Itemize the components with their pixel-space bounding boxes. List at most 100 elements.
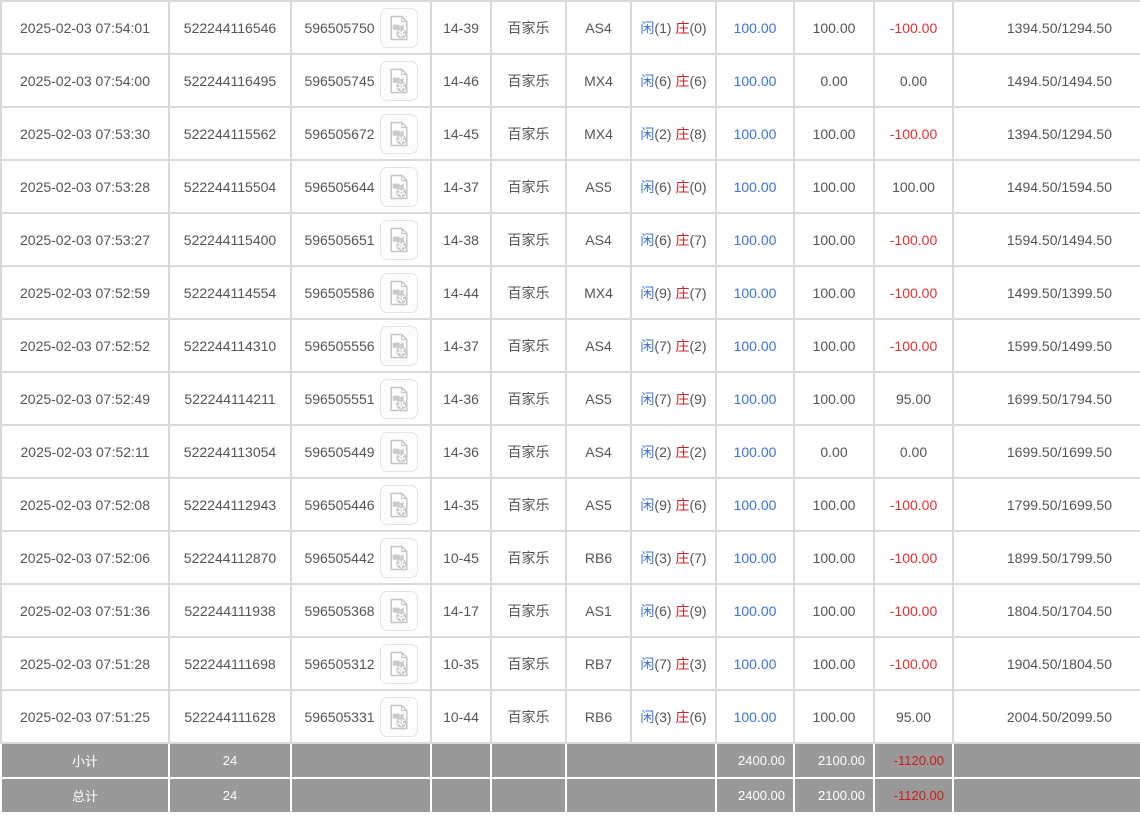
cell-result: 闲(6) 庄(6) [630,53,717,108]
cell-valid-bet: 100.00 [793,106,875,161]
cell-valid-bet: 100.00 [793,583,875,638]
total-empty-cell [565,777,717,814]
cell-result: 闲(2) 庄(2) [630,424,717,479]
cell-table-code: AS4 [565,212,632,267]
cell-bet-amount[interactable]: 100.00 [715,53,795,108]
summary-footer: 小计 24 2400.00 2100.00 -1120.00 总计 24 240… [0,742,1140,814]
cell-bet-amount[interactable]: 100.00 [715,477,795,532]
video-replay-button[interactable] [379,696,418,737]
cell-table-code: AS5 [565,477,632,532]
cell-bet-amount[interactable]: 100.00 [715,212,795,267]
cell-table-round: 14-35 [430,477,492,532]
table-row: 2025-02-03 07:52:06 522244112870 5965054… [0,530,1140,585]
video-replay-icon [390,651,408,676]
table-row: 2025-02-03 07:54:00 522244116495 5965057… [0,53,1140,108]
banker-label: 庄 [675,496,690,513]
cell-bet-amount[interactable]: 100.00 [715,371,795,426]
cell-bet-amount[interactable]: 100.00 [715,636,795,691]
subtotal-count: 24 [168,742,292,779]
player-label: 闲 [640,19,655,36]
cell-table-round: 14-36 [430,371,492,426]
cell-valid-bet: 100.00 [793,636,875,691]
cell-result: 闲(7) 庄(3) [630,636,717,691]
cell-balance: 1594.50/1494.50 [952,212,1140,267]
banker-points: (8) [689,125,707,142]
cell-table-code: RB7 [565,636,632,691]
cell-round: 596505449 [290,424,432,479]
video-replay-button[interactable] [379,378,418,419]
video-replay-button[interactable] [379,643,418,684]
cell-game-type: 百家乐 [490,477,567,532]
video-replay-button[interactable] [379,60,418,101]
total-win-loss: -1120.00 [873,777,954,814]
video-replay-button[interactable] [379,537,418,578]
video-replay-button[interactable] [379,7,418,48]
cell-bet-amount[interactable]: 100.00 [715,0,795,55]
cell-win-loss: 100.00 [873,159,954,214]
cell-valid-bet: 0.00 [793,53,875,108]
round-id: 596505651 [304,231,375,248]
cell-game-type: 百家乐 [490,371,567,426]
cell-result: 闲(9) 庄(7) [630,265,717,320]
player-points: (6) [654,231,672,248]
cell-bet-amount[interactable]: 100.00 [715,265,795,320]
round-id: 596505331 [304,708,375,725]
cell-bet-amount[interactable]: 100.00 [715,689,795,744]
banker-points: (2) [689,337,707,354]
cell-round: 596505331 [290,689,432,744]
cell-balance: 2004.50/2099.50 [952,689,1140,744]
cell-table-round: 14-44 [430,265,492,320]
player-points: (6) [654,178,672,195]
cell-bet-id: 522244114554 [168,265,292,320]
round-id: 596505586 [304,284,375,301]
cell-valid-bet: 100.00 [793,265,875,320]
subtotal-row: 小计 24 2400.00 2100.00 -1120.00 [0,742,1140,779]
cell-bet-amount[interactable]: 100.00 [715,159,795,214]
player-points: (3) [654,708,672,725]
video-replay-icon [390,121,408,146]
cell-bet-id: 522244116495 [168,53,292,108]
total-bet-amount: 2400.00 [715,777,795,814]
cell-bet-amount[interactable]: 100.00 [715,530,795,585]
cell-game-type: 百家乐 [490,530,567,585]
cell-result: 闲(7) 庄(9) [630,371,717,426]
banker-label: 庄 [675,443,690,460]
cell-bet-amount[interactable]: 100.00 [715,106,795,161]
cell-bet-amount[interactable]: 100.00 [715,424,795,479]
cell-round: 596505651 [290,212,432,267]
cell-balance: 1699.50/1794.50 [952,371,1140,426]
cell-bet-id: 522244111938 [168,583,292,638]
banker-label: 庄 [675,602,690,619]
video-replay-button[interactable] [379,219,418,260]
cell-game-type: 百家乐 [490,212,567,267]
round-id: 596505745 [304,72,375,89]
cell-win-loss: -100.00 [873,477,954,532]
banker-points: (0) [689,178,707,195]
cell-bet-id: 522244111698 [168,636,292,691]
cell-valid-bet: 100.00 [793,0,875,55]
round-id: 596505449 [304,443,375,460]
cell-round: 596505672 [290,106,432,161]
cell-round: 596505750 [290,0,432,55]
player-label: 闲 [640,602,655,619]
video-replay-button[interactable] [379,484,418,525]
cell-balance: 1899.50/1799.50 [952,530,1140,585]
video-replay-button[interactable] [379,113,418,154]
total-empty-cell [290,777,432,814]
cell-bet-amount[interactable]: 100.00 [715,318,795,373]
cell-bet-amount[interactable]: 100.00 [715,583,795,638]
video-replay-button[interactable] [379,166,418,207]
video-replay-button[interactable] [379,272,418,313]
cell-table-round: 14-36 [430,424,492,479]
player-label: 闲 [640,443,655,460]
video-replay-button[interactable] [379,325,418,366]
video-replay-button[interactable] [379,431,418,472]
cell-table-round: 14-37 [430,159,492,214]
cell-game-type: 百家乐 [490,636,567,691]
total-empty-cell [952,777,1140,814]
cell-table-code: RB6 [565,689,632,744]
video-replay-button[interactable] [379,590,418,631]
cell-game-type: 百家乐 [490,106,567,161]
player-label: 闲 [640,231,655,248]
cell-game-type: 百家乐 [490,0,567,55]
